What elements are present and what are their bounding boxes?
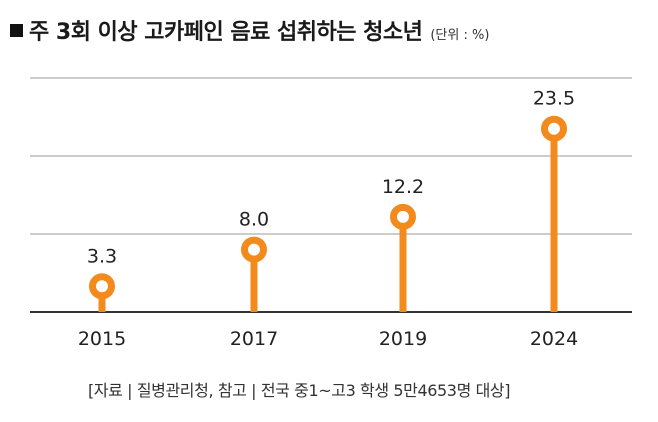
- chart-title: 주 3회 이상 고카페인 음료 섭취하는 청소년: [29, 20, 423, 45]
- x-tick-label-2019: 2019: [379, 328, 427, 350]
- x-tick-label-2015: 2015: [78, 328, 126, 350]
- data-label-2017: 8.0: [239, 209, 269, 231]
- unit-label: (단위 : %): [430, 28, 490, 43]
- lollipop-marker-2019: [390, 203, 416, 230]
- lollipop-marker-2017: [241, 236, 267, 263]
- chart-title-row: 주 3회 이상 고카페인 음료 섭취하는 청소년 (단위 : %): [10, 14, 489, 46]
- data-label-2019: 12.2: [382, 176, 424, 198]
- x-tick-label-2017: 2017: [230, 328, 278, 350]
- lollipop-marker-2015: [89, 273, 115, 300]
- data-label-2015: 3.3: [87, 245, 117, 267]
- source-note: [자료 | 질병관리청, 참고 | 전국 중1~고3 학생 5만4653명 대상…: [88, 381, 511, 400]
- data-label-2024: 23.5: [533, 88, 575, 110]
- title-bullet-icon: [10, 24, 23, 37]
- lollipop-marker-2024: [541, 115, 567, 142]
- x-tick-label-2024: 2024: [530, 328, 578, 350]
